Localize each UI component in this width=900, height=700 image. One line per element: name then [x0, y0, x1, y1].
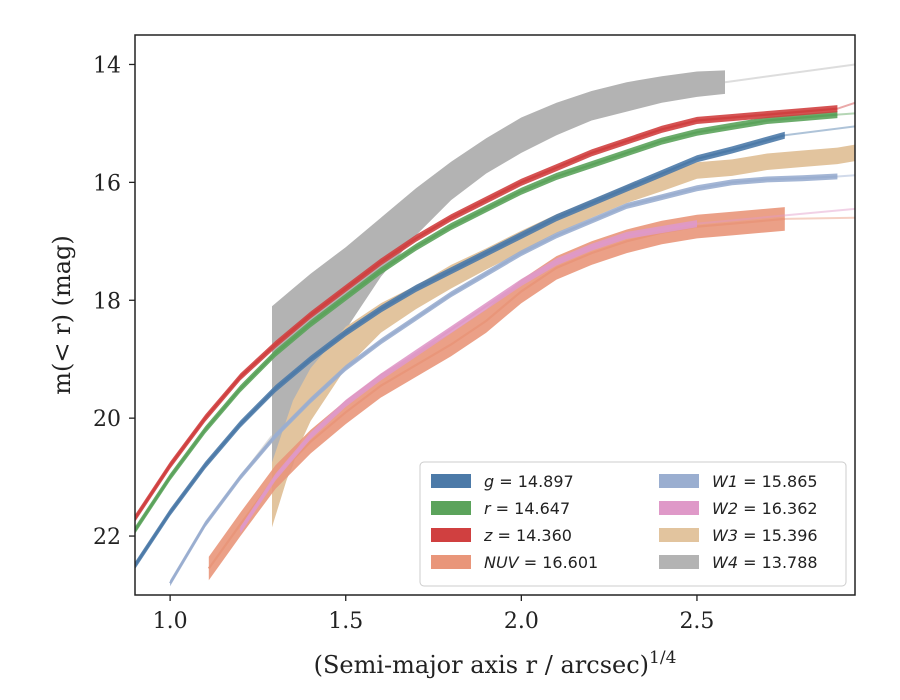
x-axis-label-text: (Semi-major axis r / arcsec): [314, 651, 649, 679]
x-tick-label: 2.0: [504, 609, 539, 634]
legend-swatch: [659, 555, 699, 569]
x-tick-label: 1.0: [153, 609, 188, 634]
series-w3: [272, 144, 855, 528]
x-axis-label-superscript: 1/4: [649, 648, 676, 668]
legend-item-w4: W4 = 13.788: [659, 553, 818, 572]
y-axis-label: m(< r) (mag): [48, 235, 76, 394]
series-z: [135, 101, 855, 522]
legend-label: W3 = 15.396: [712, 526, 818, 545]
x-tick-label: 2.5: [679, 609, 714, 634]
series-nuv-extension: [784, 216, 855, 220]
series-r: [135, 111, 855, 534]
legend-swatch: [659, 528, 699, 542]
series-w4-extension-outer: [724, 63, 855, 84]
series-w1-line: [169, 175, 838, 584]
legend-label: W4 = 13.788: [712, 553, 818, 572]
legend-item-z: z = 14.360: [431, 526, 572, 545]
series-w3-band: [272, 144, 855, 528]
y-tick-label: 14: [93, 53, 121, 78]
series-w2-extension: [696, 207, 855, 225]
legend-swatch: [431, 474, 471, 488]
series-g-line: [135, 134, 786, 567]
legend-label: z = 14.360: [483, 526, 572, 545]
legend-item-r: r = 14.647: [431, 499, 570, 518]
legend-item-w1: W1 = 15.865: [659, 472, 818, 491]
series-w1: [169, 173, 855, 587]
legend-frame: [419, 461, 847, 587]
plot-frame: [134, 34, 856, 596]
series-r-extension: [837, 112, 855, 116]
x-tick-label: 1.5: [328, 609, 363, 634]
legend-swatch: [431, 501, 471, 515]
series-layer: [135, 63, 855, 587]
y-tick-label: 20: [93, 407, 121, 432]
legend-label: W1 = 15.865: [712, 472, 818, 491]
series-w1-extension: [837, 174, 855, 178]
y-tick-label: 16: [93, 171, 121, 196]
legend-item-w3: W3 = 15.396: [659, 526, 818, 545]
series-w2: [239, 207, 855, 534]
legend-label: NUV = 16.601: [484, 553, 598, 572]
axes-layer: 1.0 1.5 2.0 2.5 14 16 18 20 22: [93, 53, 714, 634]
series-g: [135, 125, 855, 570]
x-axis-label: (Semi-major axis r / arcsec)1/4: [314, 648, 677, 679]
y-tick-label: 18: [93, 289, 121, 314]
series-g-extension: [784, 125, 855, 137]
legend-item-nuv: NUV = 16.601: [431, 553, 598, 572]
legend-label: W2 = 16.362: [712, 499, 818, 518]
legend-swatch: [431, 555, 471, 569]
legend-swatch: [659, 474, 699, 488]
series-w4-band: [272, 70, 725, 513]
series-z-line: [135, 107, 838, 520]
series-w2-line: [239, 222, 698, 531]
legend-item-w2: W2 = 16.362: [659, 499, 818, 518]
series-r-line: [135, 113, 838, 531]
series-z-extension: [837, 101, 855, 110]
legend-swatch: [431, 528, 471, 542]
y-tick-label: 22: [93, 525, 121, 550]
legend-item-g: g = 14.897: [431, 472, 574, 491]
legend-label: r = 14.647: [484, 499, 570, 518]
legend-label: g = 14.897: [484, 472, 574, 491]
legend-swatch: [659, 501, 699, 515]
legend: g = 14.897 r = 14.647 z = 14.360 NUV = 16.6…: [419, 461, 847, 587]
